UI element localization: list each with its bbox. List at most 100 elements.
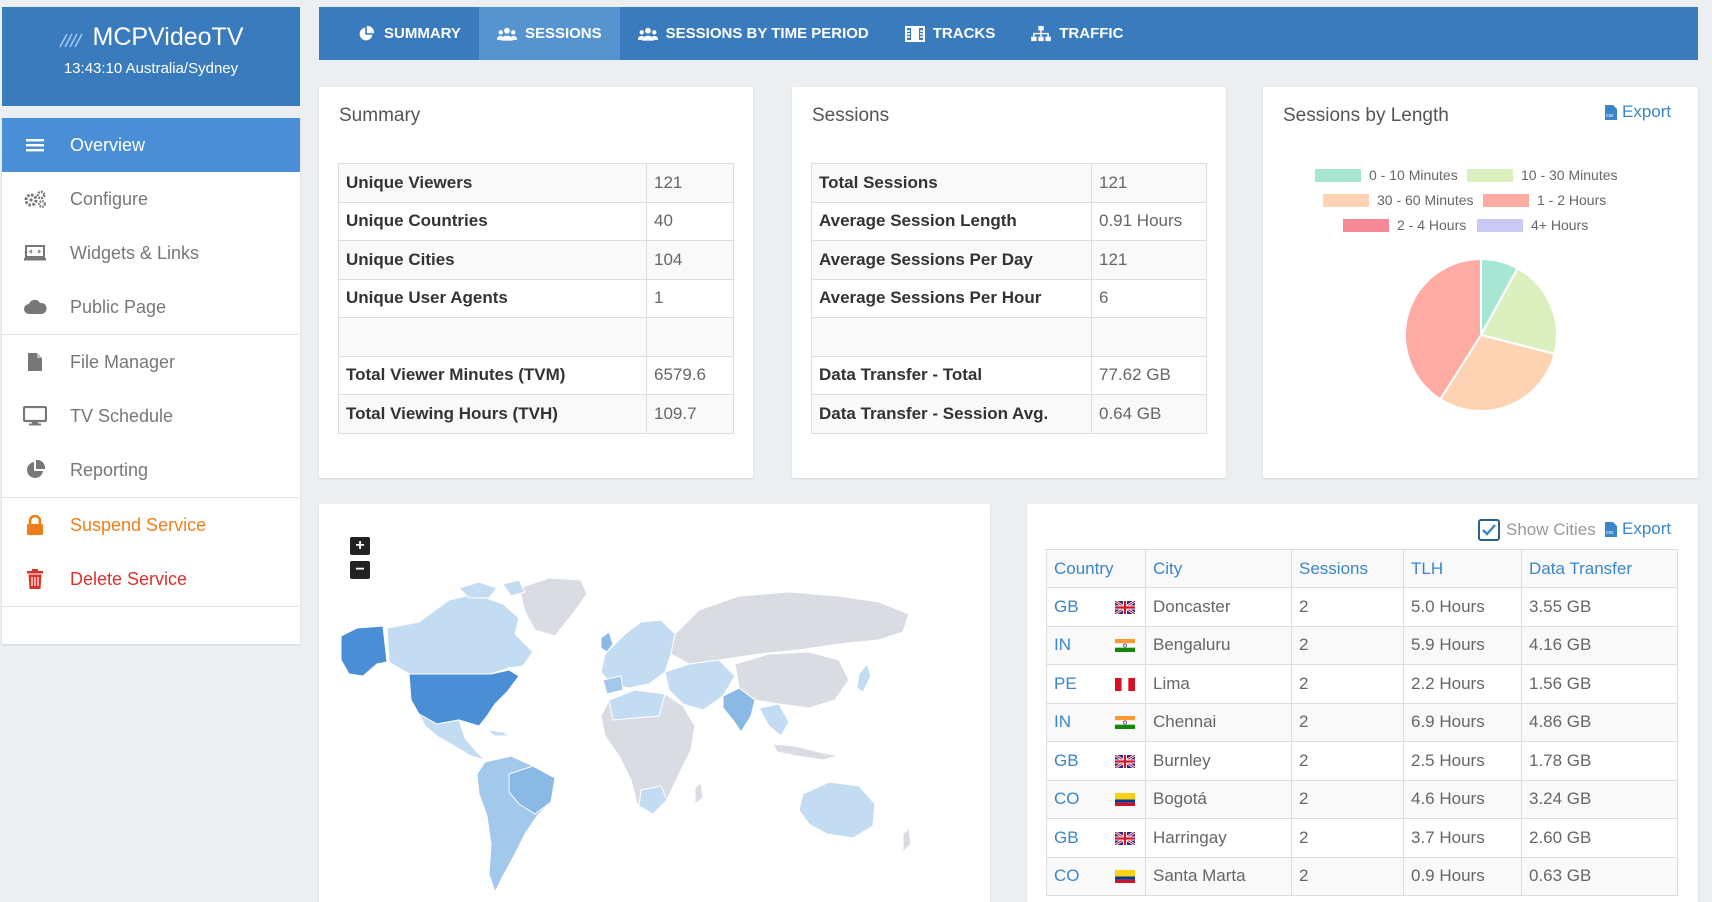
sidebar-item-label: Overview [70, 134, 146, 155]
map-region-north-africa [608, 689, 666, 721]
country-link[interactable]: CO [1046, 856, 1106, 896]
legend-item[interactable]: 4+ Hours [1477, 217, 1588, 233]
row-label: Unique Viewers [338, 163, 647, 203]
brand[interactable]: MCPVideoTV [2, 23, 300, 52]
country-link[interactable]: GB [1046, 818, 1106, 858]
tlh-cell: 4.6 Hours [1403, 779, 1522, 819]
country-link[interactable]: PE [1046, 664, 1106, 704]
tlh-cell: 6.9 Hours [1403, 702, 1522, 742]
map-region-indonesia [772, 743, 840, 761]
flag-icon [1105, 587, 1146, 627]
column-header-sessions[interactable]: Sessions [1291, 549, 1404, 588]
map-region-australia [798, 781, 876, 839]
table-row: Unique Countries 40 [338, 201, 734, 241]
row-value: 0.91 Hours [1091, 201, 1207, 241]
city-cell: Burnley [1145, 741, 1292, 781]
legend-item[interactable]: 1 - 2 Hours [1483, 192, 1606, 208]
legend-swatch [1467, 168, 1513, 182]
export-link[interactable]: csv Export [1604, 102, 1671, 122]
tab-summary[interactable]: SUMMARY [338, 7, 479, 60]
export-link[interactable]: csv Export [1604, 519, 1671, 539]
map-region-new-zealand [902, 826, 912, 854]
country-link[interactable]: GB [1046, 587, 1106, 627]
legend-label: 30 - 60 Minutes [1377, 192, 1474, 208]
sessions-cell: 2 [1291, 818, 1404, 858]
tab-sessions[interactable]: SESSIONS [478, 7, 620, 60]
zoom-in-button[interactable]: + [350, 537, 370, 555]
sidebar-item-label: Configure [70, 188, 149, 209]
sidebar-item-label: Suspend Service [70, 514, 207, 535]
sidebar-item-delete-service[interactable]: Delete Service [2, 552, 300, 606]
legend-item[interactable]: 0 - 10 Minutes [1315, 167, 1458, 183]
map-region-japan [856, 662, 872, 693]
tab-label: TRACKS [932, 25, 996, 42]
world-map[interactable] [319, 504, 990, 902]
show-cities-checkbox[interactable] [1478, 519, 1500, 541]
check-icon [1482, 524, 1496, 536]
table-row: Average Sessions Per Hour 6 [811, 278, 1207, 318]
sessions-cell: 2 [1291, 587, 1404, 627]
pie-chart-icon [22, 460, 48, 480]
legend-swatch [1343, 218, 1389, 232]
legend-item[interactable]: 10 - 30 Minutes [1467, 167, 1618, 183]
row-label: Data Transfer - Total [811, 355, 1092, 395]
map-region-iberia [602, 675, 624, 695]
sidebar-item-reporting[interactable]: Reporting [2, 443, 300, 497]
column-header-country[interactable]: Country [1046, 549, 1146, 588]
pie-slice[interactable] [1404, 257, 1482, 401]
legend-item[interactable]: 30 - 60 Minutes [1323, 192, 1474, 208]
users-icon [637, 27, 658, 41]
sidebar-item-public-page[interactable]: Public Page [2, 280, 300, 334]
tab-label: SUMMARY [384, 25, 461, 42]
sidebar-item-overview[interactable]: Overview [2, 118, 300, 172]
row-value: 1 [646, 278, 734, 318]
sessions-cell: 2 [1291, 664, 1404, 704]
data-transfer-cell: 0.63 GB [1521, 856, 1678, 896]
zoom-out-button[interactable]: − [350, 561, 370, 579]
laptop-code-icon [22, 244, 48, 262]
sidebar-item-tv-schedule[interactable]: TV Schedule [2, 389, 300, 443]
map-region-madagascar [694, 780, 704, 805]
row-value [646, 317, 734, 357]
svg-text:csv: csv [1606, 113, 1614, 119]
legend-item[interactable]: 2 - 4 Hours [1343, 217, 1466, 233]
sessions-cell: 2 [1291, 741, 1404, 781]
cloud-icon [22, 299, 48, 315]
legend-label: 4+ Hours [1531, 217, 1589, 233]
tab-tracks[interactable]: TRACKS [887, 7, 1014, 60]
row-value: 0.64 GB [1091, 394, 1207, 434]
column-header-city[interactable]: City [1145, 549, 1292, 588]
sidebar-item-suspend-service[interactable]: Suspend Service [2, 498, 300, 552]
pie-slice[interactable] [1438, 333, 1556, 412]
row-label: Average Session Length [811, 201, 1092, 241]
table-row: IN Bengaluru 2 5.9 Hours 4.16 GB [1046, 625, 1678, 665]
table-row: CO Santa Marta 2 0.9 Hours 0.63 GB [1046, 856, 1678, 896]
app-name: MCPVideoTV [92, 23, 244, 51]
sidebar-item-configure[interactable]: Configure [2, 172, 300, 226]
column-header-data-transfer[interactable]: Data Transfer [1521, 549, 1678, 588]
country-link[interactable]: IN [1046, 702, 1106, 742]
city-cell: Santa Marta [1145, 856, 1292, 896]
country-link[interactable]: GB [1046, 741, 1106, 781]
country-link[interactable]: IN [1046, 625, 1106, 665]
row-value: 77.62 GB [1091, 355, 1207, 395]
legend-swatch [1315, 168, 1361, 182]
cities-card: Show Cities csv Export Country City Sess… [1027, 504, 1698, 902]
divider [2, 497, 300, 498]
table-row: Unique User Agents 1 [338, 278, 734, 318]
row-label [338, 317, 647, 357]
table-row: Total Sessions 121 [811, 163, 1207, 203]
show-cities-toggle[interactable]: Show Cities [1478, 519, 1596, 541]
cities-table: Country City Sessions TLH Data Transfer … [1046, 549, 1678, 896]
sidebar-item-widgets-links[interactable]: Widgets & Links [2, 226, 300, 280]
data-transfer-cell: 1.56 GB [1521, 664, 1678, 704]
country-link[interactable]: CO [1046, 779, 1106, 819]
column-header-tlh[interactable]: TLH [1403, 549, 1522, 588]
sidebar-item-label: Widgets & Links [70, 242, 200, 263]
row-value [1091, 317, 1207, 357]
tab-traffic[interactable]: TRAFFIC [1013, 7, 1141, 60]
sidebar-item-file-manager[interactable]: File Manager [2, 335, 300, 389]
legend-label: 2 - 4 Hours [1397, 217, 1467, 233]
tab-sessions-by-time-period[interactable]: SESSIONS BY TIME PERIOD [620, 7, 887, 60]
pie-slice[interactable] [1479, 267, 1558, 356]
